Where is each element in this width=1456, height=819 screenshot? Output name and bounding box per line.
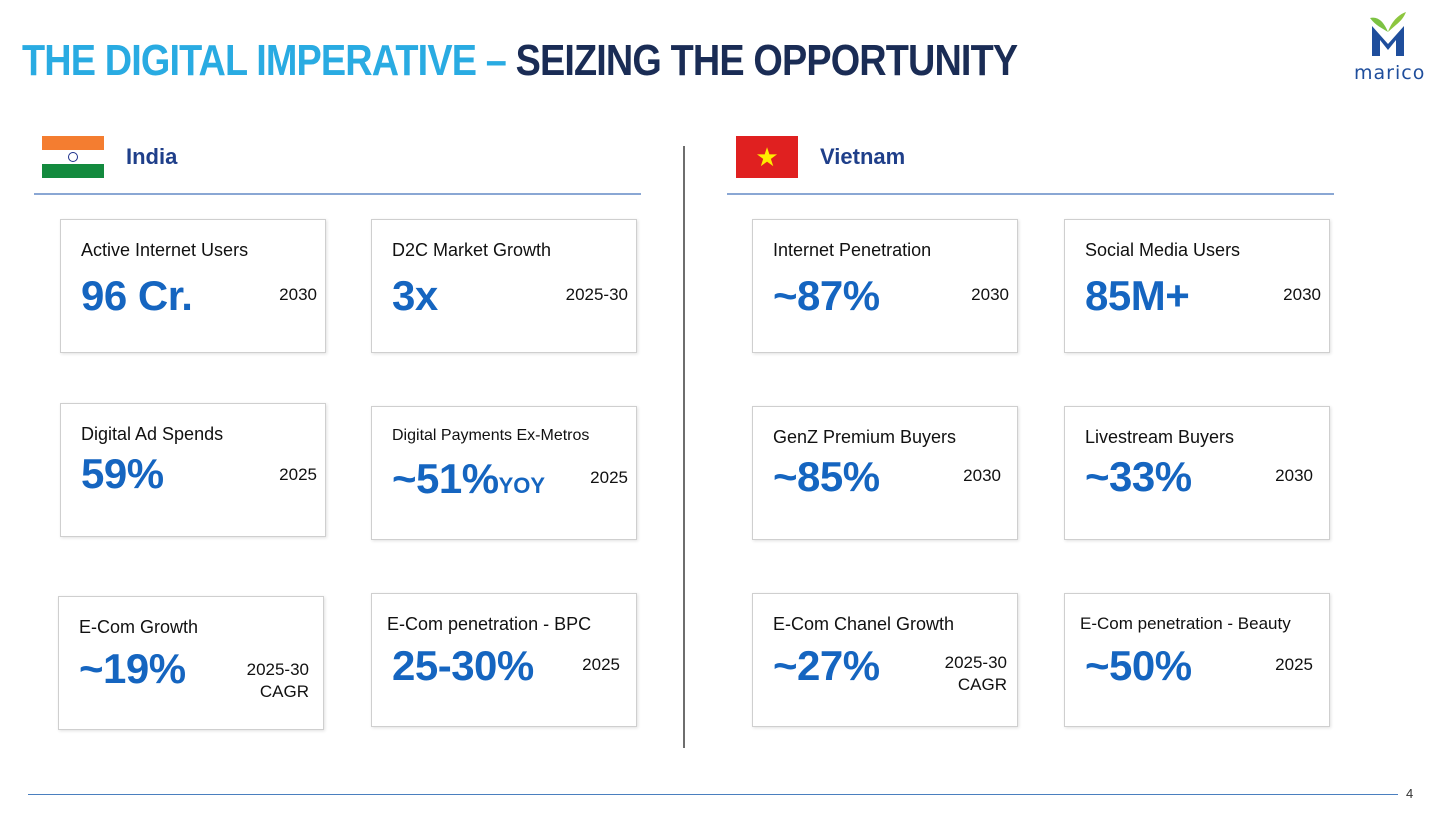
stat-year: 2025-30 (565, 285, 628, 304)
india-title: India (126, 144, 178, 169)
stat-card: E-Com Growth ~19% 2025-30 CAGR (58, 596, 324, 730)
stat-value: ~87% (773, 272, 880, 319)
stat-year: 2025 (279, 465, 317, 484)
stat-year: 2025-30 CAGR (247, 659, 309, 703)
stat-value: 96 Cr. (81, 272, 193, 319)
center-divider (683, 146, 685, 748)
stat-card: Digital Payments Ex-Metros ~51%YOY 2025 (371, 406, 637, 540)
stat-label: D2C Market Growth (392, 240, 552, 260)
page-number: 4 (1406, 786, 1414, 801)
stat-year: 2025-30 CAGR (945, 652, 1007, 696)
stat-year: 2030 (963, 466, 1001, 485)
stat-card: Social Media Users 85M+ 2030 (1064, 219, 1330, 353)
stat-value: ~51%YOY (392, 455, 545, 503)
page-title: THE DIGITAL IMPERATIVE – SEIZING THE OPP… (22, 36, 1018, 86)
stat-label: Active Internet Users (81, 240, 249, 260)
india-flag-icon (42, 136, 104, 178)
stat-value: ~19% (79, 645, 186, 692)
stat-card: Livestream Buyers ~33% 2030 (1064, 406, 1330, 540)
stat-label: E-Com penetration - BPC (387, 614, 592, 634)
stat-year-line2: CAGR (259, 682, 309, 701)
stat-value: ~27% (773, 642, 880, 689)
stat-card: GenZ Premium Buyers ~85% 2030 (752, 406, 1018, 540)
stat-year-line1: 2025-30 (944, 653, 1007, 672)
stat-year: 2025 (1275, 655, 1313, 674)
stat-label: E-Com Growth (79, 617, 199, 637)
stat-year: 2030 (279, 285, 317, 304)
stat-year: 2030 (1283, 285, 1321, 304)
stat-card: E-Com Chanel Growth ~27% 2025-30 CAGR (752, 593, 1018, 727)
vietnam-header: ★ Vietnam (736, 136, 905, 178)
india-header: India (42, 136, 177, 178)
stat-card: Internet Penetration ~87% 2030 (752, 219, 1018, 353)
title-part-2: SEIZING THE OPPORTUNITY (515, 36, 1018, 85)
stat-year: 2030 (971, 285, 1009, 304)
stat-label: E-Com Chanel Growth (773, 614, 955, 634)
stat-label: Internet Penetration (773, 240, 932, 260)
stat-value: 25-30% (392, 642, 534, 689)
stat-year: 2025 (582, 655, 620, 674)
stat-year-line1: 2025-30 (246, 660, 309, 679)
stat-value: ~50% (1085, 642, 1192, 689)
stat-value: 59% (81, 450, 164, 497)
vietnam-flag-icon: ★ (736, 136, 798, 178)
stat-year: 2030 (1275, 466, 1313, 485)
stat-card: Digital Ad Spends 59% 2025 (60, 403, 326, 537)
stat-card: Active Internet Users 96 Cr. 2030 (60, 219, 326, 353)
footer-divider (28, 794, 1398, 795)
stat-label: E-Com penetration - Beauty (1080, 614, 1291, 633)
stat-value-suffix: YOY (498, 473, 546, 498)
stat-label: Digital Payments Ex-Metros (392, 427, 590, 444)
stat-label: GenZ Premium Buyers (773, 427, 957, 447)
stat-value: 3x (392, 272, 438, 319)
stat-value: 85M+ (1085, 272, 1190, 319)
logo-text: marico (1354, 62, 1426, 84)
stat-card: D2C Market Growth 3x 2025-30 (371, 219, 637, 353)
india-divider (34, 193, 641, 195)
vietnam-title: Vietnam (820, 144, 906, 169)
stat-label: Livestream Buyers (1085, 427, 1235, 447)
title-part-1: THE DIGITAL IMPERATIVE – (22, 36, 516, 85)
stat-label: Social Media Users (1085, 240, 1241, 260)
stat-label: Digital Ad Spends (81, 424, 224, 444)
stat-value: ~85% (773, 453, 880, 500)
marico-logo: marico (1354, 10, 1426, 86)
vietnam-divider (727, 193, 1334, 195)
stat-year-line2: CAGR (957, 675, 1007, 694)
stat-value-main: ~51% (392, 455, 499, 502)
marico-leaf-icon (1370, 12, 1406, 56)
stat-card: E-Com penetration - Beauty ~50% 2025 (1064, 593, 1330, 727)
stat-card: E-Com penetration - BPC 25-30% 2025 (371, 593, 637, 727)
stat-value: ~33% (1085, 453, 1192, 500)
stat-year: 2025 (590, 468, 628, 487)
